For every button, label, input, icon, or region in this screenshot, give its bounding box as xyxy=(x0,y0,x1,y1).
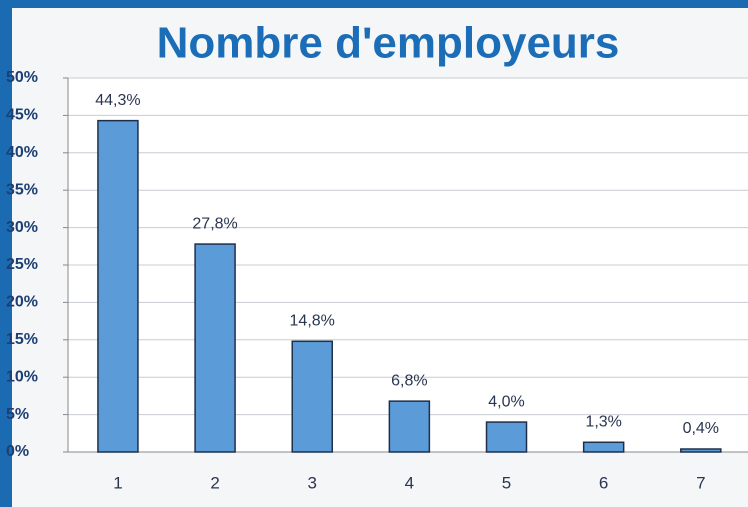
bar xyxy=(194,243,236,453)
bar xyxy=(582,441,625,453)
x-tick-label: 4 xyxy=(405,473,414,492)
y-tick-label: 50% xyxy=(6,69,38,86)
chart-title: Nombre d'employeurs xyxy=(157,19,620,68)
y-tick-label: 25% xyxy=(6,256,38,273)
bar xyxy=(97,119,139,453)
y-tick-label: 35% xyxy=(6,181,38,198)
y-tick-label: 10% xyxy=(6,368,38,385)
x-tick-label: 7 xyxy=(696,473,705,492)
bar xyxy=(388,400,431,453)
x-tick-label: 3 xyxy=(307,473,316,492)
value-label: 27,8% xyxy=(192,215,237,232)
y-tick-label: 15% xyxy=(6,331,38,348)
value-label: 0,4% xyxy=(683,420,719,437)
y-tick-label: 20% xyxy=(6,294,38,311)
y-tick-label: 45% xyxy=(6,107,38,124)
bar xyxy=(680,448,722,453)
bar xyxy=(291,340,333,453)
x-tick-label: 2 xyxy=(210,473,219,492)
y-tick-label: 0% xyxy=(6,443,29,460)
value-label: 6,8% xyxy=(391,372,427,389)
value-label: 1,3% xyxy=(585,413,621,430)
y-tick-label: 40% xyxy=(6,144,38,161)
x-tick-label: 6 xyxy=(599,473,608,492)
value-label: 14,8% xyxy=(290,313,335,330)
bar xyxy=(485,421,528,453)
y-tick-label: 5% xyxy=(6,406,29,423)
x-tick-label: 1 xyxy=(113,473,122,492)
value-label: 44,3% xyxy=(95,92,140,109)
y-tick-label: 30% xyxy=(6,219,38,236)
value-label: 4,0% xyxy=(488,393,524,410)
x-tick-label: 5 xyxy=(502,473,511,492)
